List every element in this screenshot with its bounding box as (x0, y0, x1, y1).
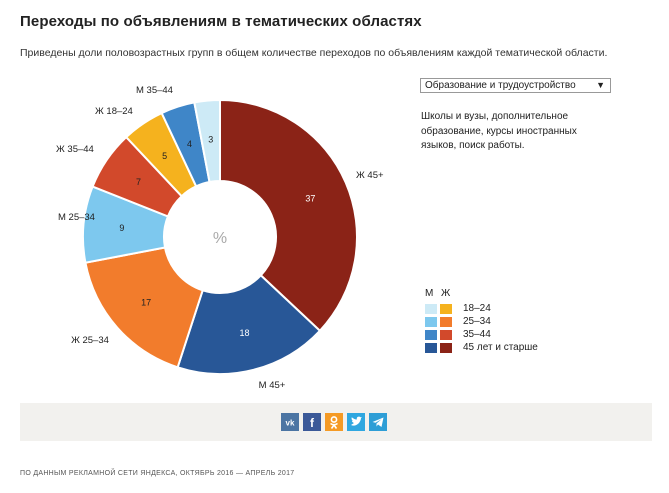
slice-value-label-3: 17 (141, 298, 151, 308)
source-footnote: ПО ДАННЫМ РЕКЛАМНОЙ СЕТИ ЯНДЕКСА, ОКТЯБР… (20, 470, 295, 477)
slice-value-label-5: 7 (136, 177, 141, 187)
category-select-value: Образование и трудоустройство (425, 80, 576, 91)
slice-value-label-1: 37 (305, 193, 315, 203)
legend-swatch-female (440, 304, 452, 314)
slice-name-label-1: Ж 45+ (356, 170, 384, 181)
category-description: Школы и вузы, дополнительное образование… (421, 111, 577, 151)
odnoklassniki-share-button[interactable] (325, 413, 343, 431)
legend-header-male: М (425, 288, 434, 299)
legend-swatch-male (425, 304, 437, 314)
slice-name-label-5: Ж 35–44 (56, 144, 94, 155)
facebook-icon: f (310, 416, 315, 430)
center-label: % (213, 230, 227, 247)
slice-value-label-8: 3 (208, 134, 213, 144)
vk-icon: vk (286, 419, 295, 428)
telegram-share-button[interactable] (369, 413, 387, 431)
slice-2[interactable] (176, 273, 322, 375)
legend-label: 45 лет и старше (463, 342, 538, 353)
page-title: Переходы по объявлениям в тематических о… (20, 13, 422, 30)
legend-swatch-male (425, 330, 437, 340)
slice-8[interactable] (193, 98, 221, 184)
slice-name-label-3: Ж 25–34 (71, 335, 109, 346)
dropdown-arrow-icon: ▼ (596, 80, 605, 90)
odnoklassniki-icon (330, 416, 338, 429)
legend-label: 25–34 (463, 316, 491, 327)
twitter-icon (351, 416, 362, 426)
legend-label: 35–44 (463, 329, 491, 340)
slice-value-label-7: 4 (187, 139, 192, 149)
page-subtitle: Приведены доли половозрастных групп в об… (20, 47, 608, 59)
legend-header-female: Ж (441, 288, 451, 299)
twitter-share-button[interactable] (347, 413, 365, 431)
legend-swatch-female (440, 343, 452, 353)
facebook-share-button[interactable]: f (303, 413, 321, 431)
vk-share-button[interactable]: vk (281, 413, 299, 431)
slice-value-label-6: 5 (162, 151, 167, 161)
legend-swatch-female (440, 330, 452, 340)
slice-3[interactable] (84, 246, 204, 369)
legend-swatch-male (425, 317, 437, 327)
legend-swatch-female (440, 317, 452, 327)
slice-value-label-2: 18 (239, 328, 249, 338)
legend-swatch-male (425, 343, 437, 353)
slice-1[interactable] (219, 98, 358, 333)
svg-text:vk: vk (286, 419, 295, 428)
donut-chart: 37 18 17 9 7 5 4 3 Ж 45+ М 45+ Ж 25–34 М 25–34 Ж 35–… (56, 85, 384, 391)
slice-value-label-4: 9 (119, 223, 124, 233)
slice-name-label-7: М 35–44 (136, 85, 173, 96)
legend-label: 18–24 (463, 303, 491, 314)
telegram-icon (372, 417, 384, 427)
category-select[interactable]: Образование и трудоустройство ▼ (420, 78, 611, 93)
share-bar: vk f (20, 403, 652, 441)
slice-name-label-4: М 25–34 (58, 212, 95, 223)
svg-text:f: f (310, 416, 315, 430)
slice-name-label-2: М 45+ (259, 380, 286, 391)
slice-name-label-6: Ж 18–24 (95, 106, 133, 117)
share-buttons: vk f (281, 413, 391, 431)
